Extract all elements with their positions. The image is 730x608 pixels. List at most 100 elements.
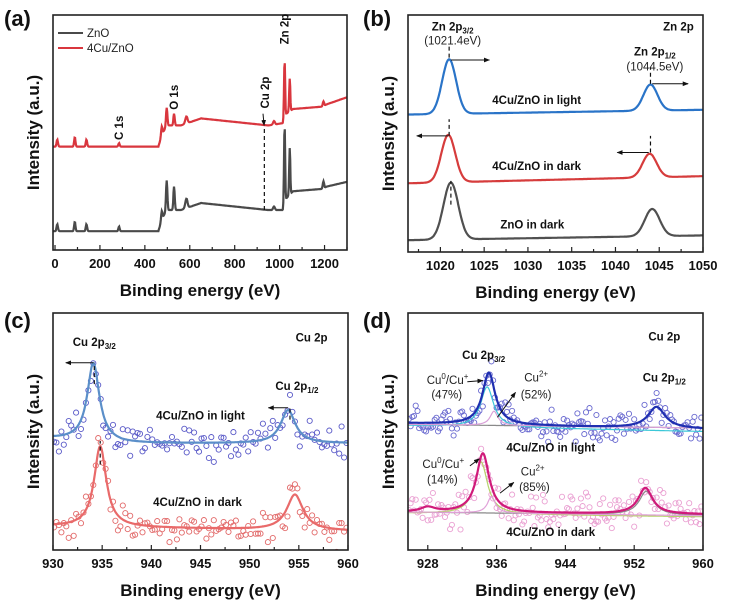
data-point	[586, 405, 593, 412]
data-point	[58, 529, 65, 536]
data-point	[53, 438, 58, 445]
data-point	[663, 520, 670, 527]
superscript: 2+	[535, 463, 544, 472]
data-point	[625, 498, 633, 505]
legend-label: 4Cu/ZnO	[87, 43, 134, 55]
series-line-zno	[53, 129, 347, 233]
data-point	[581, 431, 588, 438]
data-point	[183, 523, 190, 530]
series-line-4cu-zno-in-light	[408, 58, 703, 116]
data-point	[154, 518, 161, 525]
annotation-text: 4Cu/ZnO in light	[156, 411, 245, 423]
data-point	[257, 530, 264, 537]
data-point	[311, 529, 318, 536]
y-axis-title: Intensity (a.u.)	[379, 374, 398, 489]
data-point	[136, 430, 144, 437]
data-point	[459, 408, 466, 415]
data-point	[210, 458, 217, 465]
x-tick-label: 600	[179, 256, 201, 271]
data-point	[638, 425, 645, 433]
data-point	[178, 529, 185, 536]
data-point	[247, 429, 254, 436]
data-point	[691, 413, 698, 420]
data-point	[582, 489, 590, 496]
subscript: 1/2	[307, 386, 319, 395]
data-point	[208, 434, 215, 441]
data-point	[326, 536, 333, 543]
data-point	[124, 427, 131, 434]
data-point	[565, 506, 572, 513]
data-point	[309, 431, 316, 438]
data-point	[698, 503, 703, 510]
data-point	[629, 493, 636, 500]
data-point	[58, 428, 65, 435]
superscript: +	[459, 456, 464, 465]
annotation-text: C 1s	[114, 116, 126, 140]
data-point	[191, 518, 198, 525]
shift-arrow	[261, 113, 266, 127]
data-point	[455, 491, 462, 498]
series-line-cu0-cu-dark-	[408, 461, 703, 518]
data-point	[450, 432, 457, 439]
data-point	[495, 485, 502, 492]
data-point	[498, 512, 505, 519]
annotation-text: Zn 2p	[280, 14, 292, 45]
data-point	[409, 496, 416, 503]
data-point	[247, 530, 254, 538]
data-point	[245, 448, 252, 455]
data-point	[693, 431, 700, 438]
data-point	[572, 438, 579, 445]
x-tick-label: 952	[623, 556, 645, 571]
data-point	[136, 517, 144, 524]
annotation: Cu0/Cu+	[427, 372, 469, 387]
annotation: (85%)	[519, 482, 550, 494]
annotation: 4Cu/ZnO in light	[506, 443, 595, 455]
x-tick-label: 1050	[689, 258, 718, 273]
data-point	[428, 516, 435, 523]
annotation-text: ZnO in dark	[500, 219, 565, 231]
data-point	[414, 407, 421, 415]
data-point	[338, 520, 345, 527]
data-point	[139, 529, 146, 536]
data-point	[75, 432, 82, 440]
data-point	[117, 441, 124, 449]
data-point	[149, 526, 156, 534]
annotation: Cu0/Cu+	[422, 456, 464, 471]
plot-frame	[407, 312, 704, 551]
data-point	[309, 512, 316, 519]
data-point	[105, 433, 112, 440]
data-point	[267, 425, 274, 432]
data-point	[331, 447, 338, 454]
x-tick-label: 1030	[513, 258, 542, 273]
data-point	[426, 423, 433, 430]
data-point	[306, 417, 313, 424]
data-point	[267, 514, 274, 521]
data-point	[301, 524, 308, 531]
plot-area	[408, 58, 703, 242]
data-point	[225, 528, 232, 535]
shift-arrow	[499, 482, 515, 494]
annotation-text: Cu 2p	[73, 337, 105, 349]
annotation-text: Cu	[521, 466, 536, 478]
data-point	[70, 426, 77, 433]
data-point	[282, 525, 289, 532]
annotation: (14%)	[427, 475, 458, 487]
data-point	[218, 434, 225, 441]
annotation: (1044.5eV)	[626, 62, 683, 74]
data-point	[519, 521, 526, 528]
data-point	[469, 405, 476, 412]
data-point	[617, 412, 624, 419]
data-point	[176, 516, 183, 523]
data-point	[620, 430, 627, 437]
data-point	[262, 430, 269, 437]
annotation: ZnO in dark	[500, 219, 565, 231]
data-point	[424, 517, 431, 524]
data-point	[198, 435, 205, 442]
data-point	[95, 435, 102, 442]
data-point	[619, 413, 626, 420]
data-point	[653, 494, 660, 501]
data-point	[653, 389, 660, 397]
data-point	[124, 526, 131, 533]
data-point	[586, 504, 593, 511]
